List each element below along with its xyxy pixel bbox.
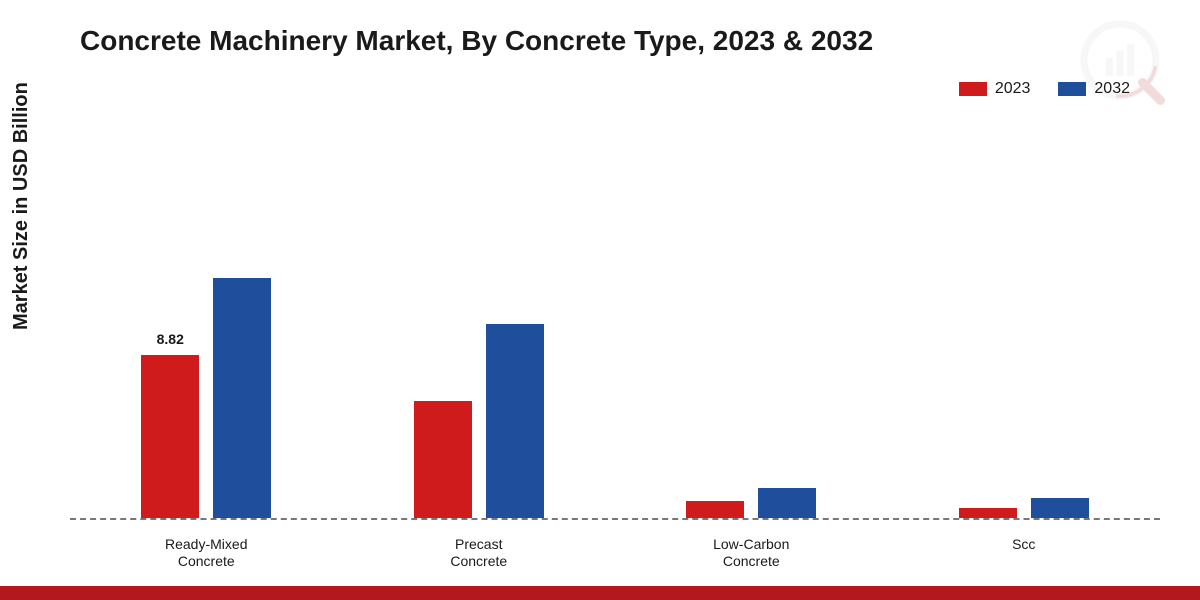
- category-labels-row: Ready-Mixed Concrete Precast Concrete Lo…: [70, 536, 1160, 570]
- legend-item-2032: 2032: [1058, 80, 1130, 98]
- legend: 2023 2032: [959, 80, 1130, 98]
- bar-group-ready-mixed: 8.82: [121, 278, 291, 519]
- bar-2032: [486, 324, 544, 518]
- footer-accent-bar: [0, 586, 1200, 600]
- legend-label-2032: 2032: [1094, 80, 1130, 98]
- bar-2032: [758, 488, 816, 518]
- bar-2023: [959, 508, 1017, 518]
- category-label: Scc: [939, 536, 1109, 570]
- legend-swatch-2023: [959, 82, 987, 96]
- category-label: Ready-Mixed Concrete: [121, 536, 291, 570]
- bar-2023: [141, 355, 199, 518]
- bar-2023: [414, 401, 472, 518]
- legend-item-2023: 2023: [959, 80, 1031, 98]
- legend-label-2023: 2023: [995, 80, 1031, 98]
- bar-group-low-carbon: [666, 488, 836, 518]
- bar-group-precast: [394, 324, 564, 518]
- plot-area: 8.82: [70, 140, 1160, 520]
- bar-2032: [1031, 498, 1089, 518]
- bars-row: 8.82: [70, 138, 1160, 518]
- x-axis-baseline: [70, 518, 1160, 520]
- chart-page: Concrete Machinery Market, By Concrete T…: [0, 0, 1200, 600]
- category-label: Precast Concrete: [394, 536, 564, 570]
- bar-value-label: 8.82: [141, 331, 199, 347]
- category-label: Low-Carbon Concrete: [666, 536, 836, 570]
- y-axis-label: Market Size in USD Billion: [10, 82, 33, 330]
- chart-title-text: Concrete Machinery Market, By Concrete T…: [80, 25, 873, 56]
- legend-swatch-2032: [1058, 82, 1086, 96]
- bar-2032: [213, 278, 271, 519]
- bar-group-scc: [939, 498, 1109, 518]
- chart-title: Concrete Machinery Market, By Concrete T…: [80, 25, 873, 57]
- bar-2023: [686, 501, 744, 518]
